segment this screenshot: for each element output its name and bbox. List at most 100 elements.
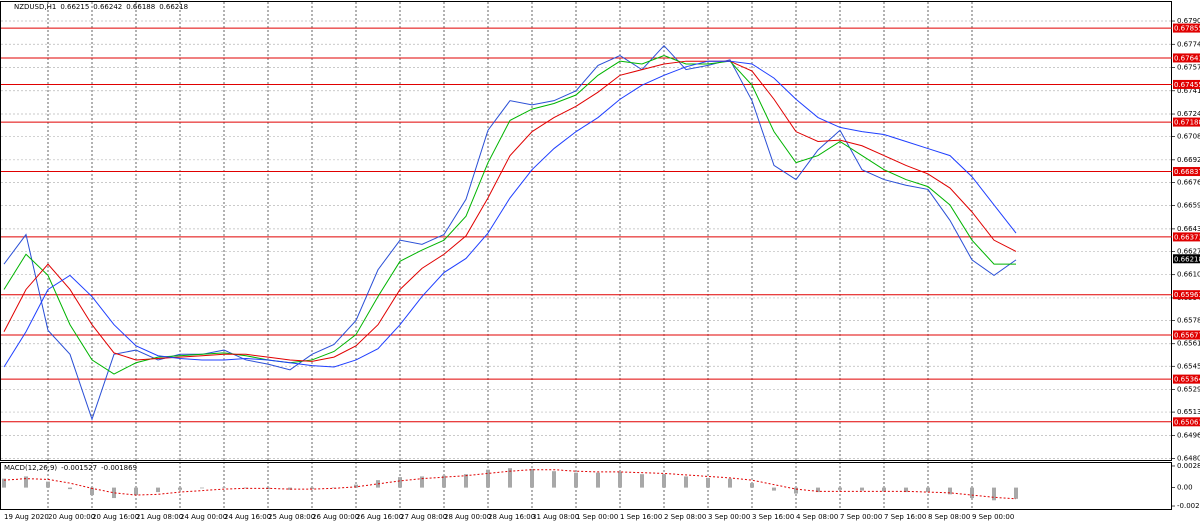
level-label: 0.67188: [1174, 119, 1200, 127]
macd-bar: [882, 487, 886, 492]
macd-bar: [684, 476, 688, 488]
level-label: 0.65061: [1174, 418, 1200, 426]
x-tick-label: 24 Aug 00:00: [180, 513, 227, 521]
symbol-header: NZDUSD,H1 0.66215 0.66242 0.66188 0.6621…: [14, 3, 188, 11]
y-tick-label: 0.66595: [1177, 202, 1200, 210]
symbol-title: NZDUSD,H1: [14, 3, 57, 11]
macd-bar: [1014, 487, 1018, 499]
macd-bar: [332, 487, 336, 489]
level-label: 0.65677: [1174, 332, 1200, 340]
macd-bar: [926, 487, 930, 493]
macd-bar: [134, 487, 138, 496]
macd-bar: [552, 471, 556, 488]
macd-bar: [420, 476, 424, 488]
current-price-box: [1173, 254, 1200, 264]
macd-bar: [24, 476, 28, 488]
macd-bar: [794, 487, 798, 494]
macd-bar: [750, 483, 754, 488]
macd-bar: [904, 487, 908, 493]
macd-bar: [860, 487, 864, 491]
macd-bar: [156, 487, 160, 493]
macd-bar: [816, 487, 820, 493]
macd-bar: [838, 487, 842, 490]
x-tick-label: 19 Aug 2020: [4, 513, 49, 521]
level-label: 0.67455: [1174, 81, 1200, 89]
macd-y-tick-label: 0.00: [1177, 484, 1193, 492]
x-tick-label: 20 Aug 00:00: [48, 513, 95, 521]
x-tick-label: 2 Sep 08:00: [664, 513, 706, 521]
y-tick-label: 0.67245: [1177, 110, 1200, 118]
macd-bar: [398, 477, 402, 488]
macd-bar: [530, 468, 534, 488]
x-tick-label: 31 Aug 08:00: [532, 513, 579, 521]
level-label: 0.67643: [1174, 54, 1200, 62]
macd-bar: [574, 472, 578, 488]
ohlc-value: 0.66218: [159, 3, 189, 11]
y-tick-label: 0.65455: [1177, 362, 1200, 370]
macd-bar: [2, 478, 6, 488]
macd-readout: -0.001869: [101, 464, 138, 472]
x-tick-label: 7 Sep 00:00: [840, 513, 882, 521]
x-tick-label: 26 Aug 00:00: [312, 513, 359, 521]
macd-bar: [596, 472, 600, 488]
x-tick-label: 3 Sep 16:00: [752, 513, 794, 521]
level-label-box: [1173, 374, 1200, 384]
level-label-box: [1173, 117, 1200, 127]
x-tick-label: 25 Aug 08:00: [268, 513, 315, 521]
x-tick-label: 24 Aug 16:00: [224, 513, 271, 521]
x-tick-label: 1 Sep 00:00: [576, 513, 618, 521]
x-tick-label: 21 Aug 08:00: [136, 513, 183, 521]
x-tick-label: 3 Sep 00:00: [708, 513, 750, 521]
level-label-box: [1173, 167, 1200, 177]
ohlc-value: 0.66242: [93, 3, 123, 11]
y-tick-label: 0.67575: [1177, 64, 1200, 72]
level-label-box: [1173, 53, 1200, 63]
macd-y-tick-label: 0.002898: [1177, 462, 1200, 470]
macd-bar: [706, 477, 710, 488]
macd-bar: [442, 475, 446, 488]
level-label-box: [1173, 232, 1200, 242]
macd-signal-line: [3, 469, 1017, 500]
price-line: [3, 55, 1016, 375]
macd-y-tick-label: -0.002466: [1177, 502, 1200, 510]
y-tick-label: 0.66105: [1177, 271, 1200, 279]
macd-title: MACD(12,26,9): [4, 464, 58, 472]
y-tick-label: 0.65615: [1177, 340, 1200, 348]
level-label-box: [1173, 417, 1200, 427]
x-tick-label: 4 Sep 08:00: [796, 513, 838, 521]
macd-bar: [288, 487, 292, 490]
main-panel-frame: [0, 1, 1172, 461]
level-label: 0.66373: [1174, 233, 1200, 241]
macd-bar: [68, 487, 72, 490]
macd-bar: [112, 487, 116, 499]
x-tick-label: 7 Sep 16:00: [884, 513, 926, 521]
price-line: [3, 44, 1017, 421]
x-tick-label: 27 Aug 08:00: [400, 513, 447, 521]
x-tick-label: 8 Sep 08:00: [928, 513, 970, 521]
macd-panel-frame: [0, 462, 1172, 510]
x-tick-label: 28 Aug 00:00: [444, 513, 491, 521]
macd-bar: [178, 487, 182, 490]
level-label: 0.67855: [1174, 25, 1200, 33]
x-tick-label: 28 Aug 16:00: [488, 513, 535, 521]
level-label: 0.66837: [1174, 168, 1200, 176]
price-line: [3, 60, 1017, 362]
macd-bar: [772, 487, 776, 491]
macd-bar: [508, 468, 512, 488]
macd-bar: [992, 487, 996, 501]
y-tick-label: 0.67905: [1177, 17, 1200, 25]
current-price-label: 0.66218: [1174, 255, 1200, 263]
ohlc-value: 0.66215: [60, 3, 90, 11]
macd-bar: [200, 487, 204, 489]
x-tick-label: 1 Sep 16:00: [620, 513, 662, 521]
